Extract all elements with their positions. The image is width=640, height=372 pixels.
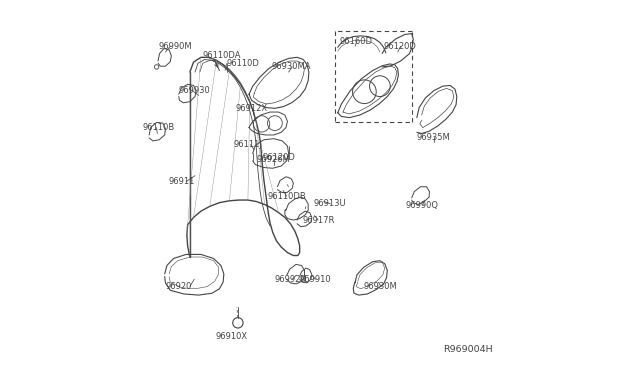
- Text: 96111J: 96111J: [233, 140, 262, 149]
- Text: 969930: 969930: [179, 86, 211, 95]
- Text: R969004H: R969004H: [444, 345, 493, 354]
- Text: 96120D: 96120D: [262, 153, 296, 162]
- Text: 96110DA: 96110DA: [202, 51, 241, 60]
- Text: 96910X: 96910X: [216, 332, 248, 341]
- Text: 96920: 96920: [165, 282, 192, 291]
- Text: 96110DB: 96110DB: [268, 192, 307, 201]
- Text: 96912X: 96912X: [236, 104, 268, 113]
- Text: 96120D: 96120D: [383, 42, 417, 51]
- Text: 96926M: 96926M: [257, 155, 290, 164]
- Text: 96160D: 96160D: [339, 36, 372, 45]
- Text: 96110B: 96110B: [143, 123, 175, 132]
- Text: 969910: 969910: [300, 275, 332, 284]
- Text: 96911: 96911: [168, 177, 195, 186]
- Text: 96917R: 96917R: [302, 215, 335, 225]
- Text: 96992N: 96992N: [275, 275, 308, 284]
- Text: 96930M: 96930M: [364, 282, 397, 291]
- Text: 96990Q: 96990Q: [406, 201, 439, 210]
- Text: 96110D: 96110D: [227, 59, 260, 68]
- Text: 96930MA: 96930MA: [271, 62, 310, 71]
- Text: 96913U: 96913U: [314, 199, 346, 208]
- Text: 96935M: 96935M: [417, 133, 451, 142]
- Text: 96990M: 96990M: [158, 42, 191, 51]
